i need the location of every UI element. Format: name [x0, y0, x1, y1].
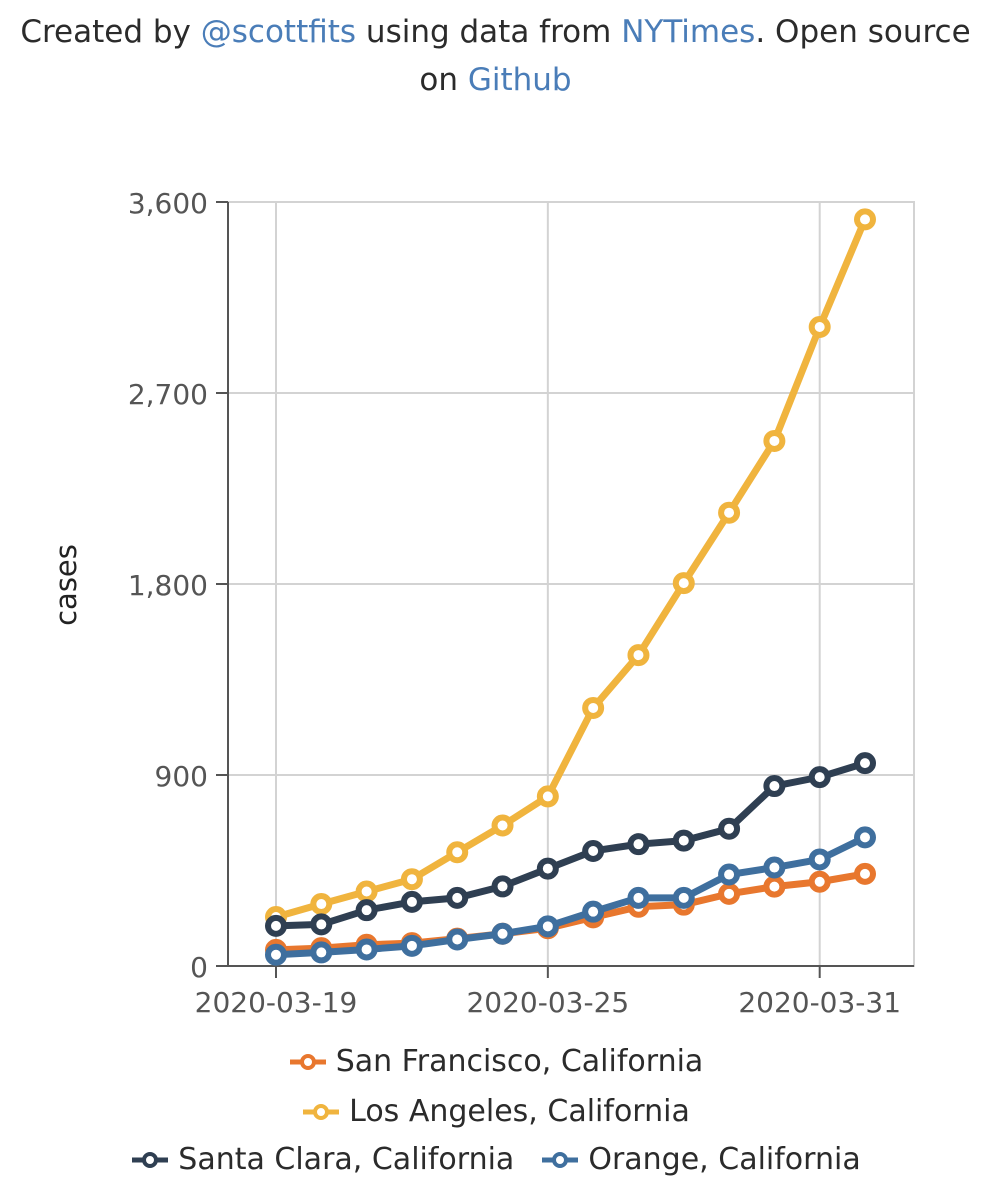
data-point — [582, 839, 605, 862]
data-point — [854, 208, 876, 231]
data-point — [672, 829, 695, 852]
data-point — [355, 899, 378, 922]
data-point — [808, 766, 831, 789]
data-point — [446, 841, 469, 864]
data-point — [672, 572, 695, 595]
credit-prefix: Created by — [20, 14, 201, 50]
data-point — [536, 915, 559, 938]
data-point — [808, 870, 831, 893]
data-point — [491, 875, 514, 898]
legend-label: San Francisco, California — [335, 1044, 704, 1079]
legend-item[interactable]: Orange, California — [540, 1142, 861, 1177]
data-point — [763, 875, 786, 898]
legend-label: Santa Clara, California — [178, 1142, 515, 1177]
data-point — [446, 886, 469, 909]
x-tick-label: 2020-03-25 — [466, 986, 629, 1019]
data-point — [718, 863, 741, 886]
data-point — [763, 856, 786, 879]
author-link[interactable]: @scottfits — [200, 14, 357, 50]
data-point — [355, 880, 378, 903]
data-point — [265, 914, 287, 937]
data-point — [718, 817, 741, 840]
data-point — [536, 785, 559, 808]
data-point — [718, 501, 741, 524]
legend-marker — [299, 1053, 316, 1070]
credit-text: Created by @scottfits using data from NY… — [0, 8, 991, 104]
y-tick-label: 3,600 — [128, 187, 208, 220]
data-point — [627, 886, 650, 909]
data-point — [582, 900, 605, 923]
data-point — [265, 943, 287, 966]
legend-row: Los Angeles, California — [0, 1094, 991, 1129]
data-point — [310, 913, 333, 936]
source-link[interactable]: NYTimes — [621, 14, 756, 50]
legend-swatch-icon — [303, 1103, 340, 1120]
y-tick-label: 2,700 — [128, 378, 208, 411]
y-tick-label: 1,800 — [128, 569, 208, 602]
legend-marker — [552, 1151, 569, 1168]
legend-swatch-icon — [132, 1151, 169, 1168]
data-point — [808, 848, 831, 871]
legend-label: Orange, California — [588, 1142, 861, 1177]
data-point — [491, 922, 514, 945]
data-point — [400, 934, 423, 957]
y-tick-label: 0 — [190, 951, 208, 984]
legend-swatch-icon — [542, 1151, 579, 1168]
legend-label: Los Angeles, California — [349, 1094, 690, 1129]
legend-item[interactable]: Los Angeles, California — [301, 1094, 690, 1129]
legend-item[interactable]: San Francisco, California — [288, 1044, 704, 1079]
data-point — [854, 862, 876, 885]
data-point — [400, 868, 423, 891]
legend-marker — [142, 1151, 159, 1168]
data-point — [310, 941, 333, 964]
data-point — [446, 928, 469, 951]
data-point — [627, 833, 650, 856]
legend-row: San Francisco, California — [0, 1044, 991, 1079]
legend-swatch-icon — [289, 1053, 326, 1070]
legend-item[interactable]: Santa Clara, California — [130, 1142, 514, 1177]
data-point — [627, 644, 650, 667]
data-point — [672, 886, 695, 909]
y-tick-label: 900 — [155, 760, 208, 793]
line-chart: 0 900 1,800 2,700 3,600 2020-03-19 2020-03-25 2… — [49, 187, 915, 1019]
data-point — [400, 890, 423, 913]
data-point — [854, 752, 876, 775]
data-point — [355, 938, 378, 961]
credit-suffix: . Open source on — [419, 14, 971, 98]
data-point — [491, 814, 514, 837]
credit-middle: using data from — [356, 14, 622, 50]
legend-row: Santa Clara, California Orange, Californi… — [0, 1142, 991, 1177]
data-point — [582, 696, 605, 719]
data-point — [808, 315, 831, 338]
y-axis-label: cases — [49, 544, 83, 626]
x-tick-label: 2020-03-31 — [738, 986, 901, 1019]
data-point — [310, 893, 333, 916]
series-line — [272, 215, 869, 921]
repo-link[interactable]: Github — [467, 62, 572, 98]
data-point — [536, 857, 559, 880]
data-point — [854, 826, 876, 849]
data-point — [763, 775, 786, 798]
data-point — [763, 429, 786, 452]
x-tick-label: 2020-03-19 — [195, 986, 358, 1019]
data-point — [718, 882, 741, 905]
legend-marker — [313, 1103, 330, 1120]
